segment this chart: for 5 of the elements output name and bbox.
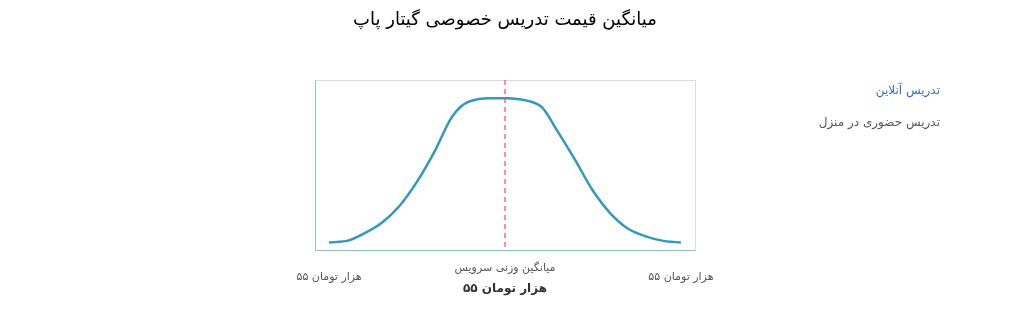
x-tick-label: میانگین وزنی سرویس xyxy=(454,261,556,274)
text: تدریس حضوری در منزل xyxy=(818,115,940,130)
text: ۵۵ هزار تومان xyxy=(462,281,548,296)
text: تدریس آنلاین xyxy=(875,82,940,98)
chart-title: میانگین قیمت تدریس خصوصی گیتار پاپ xyxy=(353,8,657,31)
